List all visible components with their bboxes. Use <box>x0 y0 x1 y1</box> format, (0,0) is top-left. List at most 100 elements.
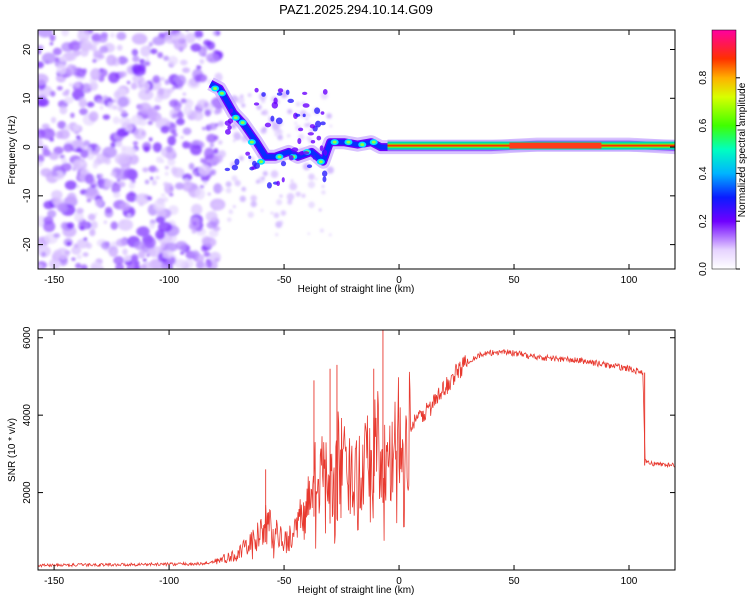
ridge-scatter <box>314 107 321 114</box>
noise-blob <box>174 182 185 190</box>
snr-line <box>38 348 675 568</box>
ridge-scatter <box>322 176 327 183</box>
noise-blob <box>148 41 153 47</box>
noise-blob <box>48 151 60 161</box>
noise-blob <box>135 193 150 205</box>
noise-blob <box>185 32 196 44</box>
noise-blob <box>247 211 254 218</box>
noise-blob <box>66 192 77 204</box>
noise-blob <box>53 233 61 238</box>
noise-blob <box>287 108 293 115</box>
noise-blob <box>295 101 301 107</box>
noise-blob <box>171 166 178 175</box>
noise-blob <box>51 189 63 200</box>
noise-blob <box>174 32 186 42</box>
spectrogram-x-tick-label: 50 <box>508 275 520 286</box>
noise-blob <box>98 173 104 180</box>
noise-blob <box>138 89 154 101</box>
noise-blob <box>213 183 223 194</box>
noise-blob <box>162 249 174 259</box>
noise-blob <box>173 39 188 51</box>
noise-blob <box>79 160 85 166</box>
noise-blob <box>160 159 165 164</box>
noise-blob <box>112 99 117 103</box>
noise-blob <box>123 168 136 179</box>
noise-blob <box>43 200 55 210</box>
noise-blob <box>88 111 99 122</box>
noise-blob <box>180 59 188 66</box>
noise-blob <box>53 249 62 258</box>
noise-blob <box>147 120 153 125</box>
noise-blob <box>66 64 76 75</box>
spectrogram-y-tick-label: 0 <box>22 144 33 150</box>
spectrogram-y-tick-label: -20 <box>22 237 33 252</box>
noise-blob <box>206 52 220 63</box>
ridge-scatter <box>309 124 316 129</box>
noise-blob <box>174 258 187 269</box>
ridge-peak-segment <box>509 142 602 149</box>
noise-blob <box>238 155 244 161</box>
noise-blob <box>279 194 283 198</box>
noise-blob <box>145 57 150 62</box>
noise-blob <box>90 220 98 230</box>
noise-blob <box>117 219 134 231</box>
noise-blob <box>126 213 132 218</box>
snr-y-tick-label: 2000 <box>22 481 33 504</box>
noise-blob <box>188 162 195 170</box>
noise-blob <box>160 193 166 197</box>
noise-blob <box>92 150 100 156</box>
noise-blob <box>64 180 77 190</box>
ridge-scatter <box>253 102 260 106</box>
noise-blob <box>202 180 208 186</box>
noise-blob <box>278 220 284 226</box>
noise-blob <box>110 171 117 177</box>
noise-blob <box>66 241 72 246</box>
noise-blob <box>76 254 83 260</box>
ridge-scatter <box>275 117 283 125</box>
ridge-spot-center <box>249 140 254 144</box>
noise-blob <box>131 33 148 45</box>
noise-blob <box>138 202 144 207</box>
ridge-spot-center <box>233 116 238 120</box>
noise-blob <box>38 264 43 269</box>
noise-blob <box>74 211 84 223</box>
noise-blob <box>49 34 56 42</box>
noise-blob <box>203 251 211 258</box>
noise-blob <box>99 45 109 54</box>
noise-blob <box>326 166 334 174</box>
noise-blob <box>218 150 226 158</box>
colorbar-label: Normalized spectral amplitude <box>737 82 748 217</box>
noise-blob <box>295 110 298 113</box>
noise-blob <box>38 138 44 148</box>
noise-blob <box>274 133 278 137</box>
noise-blob <box>326 113 332 119</box>
noise-blob <box>208 229 219 238</box>
noise-blob <box>192 110 204 121</box>
ridge-scatter <box>299 151 304 156</box>
noise-blob <box>59 105 68 115</box>
noise-blob <box>100 181 105 185</box>
ridge-scatter <box>297 127 304 132</box>
noise-blob <box>137 81 151 91</box>
noise-blob <box>76 147 83 153</box>
spectrogram-x-axis-label: Height of straight line (km) <box>298 284 415 295</box>
chart-title: PAZ1.2025.294.10.14.G09 <box>279 2 433 17</box>
noise-blob <box>164 165 169 170</box>
noise-blob <box>56 64 67 75</box>
noise-blob <box>125 128 129 132</box>
noise-blob <box>42 149 51 157</box>
ridge-scatter <box>273 97 278 105</box>
noise-blob <box>116 44 123 51</box>
noise-blob <box>105 206 113 214</box>
noise-blob <box>164 242 178 252</box>
noise-blob <box>56 85 63 91</box>
ridge-spot-center <box>371 140 376 144</box>
noise-blob <box>255 179 260 184</box>
noise-blob <box>231 175 238 182</box>
noise-blob <box>125 118 132 124</box>
snr-x-tick-label: 0 <box>396 576 402 587</box>
noise-blob <box>217 140 223 145</box>
noise-blob <box>250 194 257 202</box>
noise-blob <box>138 102 152 115</box>
